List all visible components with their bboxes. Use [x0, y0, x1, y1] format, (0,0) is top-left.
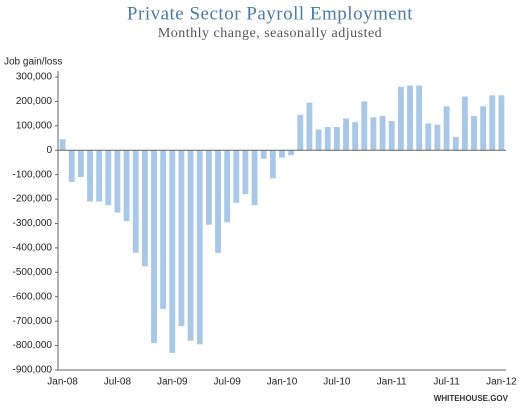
- x-tick-label: Jul-10: [323, 377, 351, 388]
- bar: [315, 129, 322, 151]
- bar: [425, 123, 432, 151]
- bar: [397, 86, 404, 151]
- bar: [269, 150, 276, 179]
- bar: [251, 150, 258, 206]
- y-axis-label: Job gain/loss: [4, 57, 62, 68]
- bar: [233, 150, 240, 203]
- x-tick-label: Jan-09: [157, 377, 188, 388]
- y-tick-label: -600,000: [13, 291, 53, 302]
- bar: [324, 127, 331, 151]
- bar: [169, 150, 176, 353]
- bar: [489, 95, 496, 151]
- chart-title: Private Sector Payroll Employment: [127, 3, 413, 24]
- bar: [59, 139, 66, 151]
- chart-subtitle: Monthly change, seasonally adjusted: [158, 26, 382, 41]
- bar: [178, 150, 185, 327]
- y-tick-label: -800,000: [13, 340, 53, 351]
- bar: [141, 150, 148, 267]
- bar: [379, 116, 386, 151]
- x-tick-label: Jul-09: [214, 377, 242, 388]
- bar: [105, 150, 112, 206]
- x-tick-label: Jan-11: [377, 377, 407, 388]
- bar: [370, 117, 377, 151]
- bar: [388, 120, 395, 151]
- bar: [123, 150, 130, 222]
- bar: [279, 150, 285, 158]
- bar: [443, 106, 450, 151]
- bar: [333, 127, 340, 151]
- bar: [132, 150, 139, 253]
- bar: [205, 150, 212, 225]
- bar: [160, 150, 167, 309]
- x-tick-label: Jul-11: [433, 377, 460, 388]
- bar: [461, 96, 468, 151]
- bar: [96, 150, 103, 202]
- y-tick-label: -700,000: [13, 316, 53, 327]
- y-tick-label: -400,000: [13, 243, 53, 254]
- bar: [498, 95, 505, 151]
- source: WHITEHOUSE.GOV: [434, 394, 509, 403]
- bar: [434, 124, 441, 151]
- y-tick-label: 0: [46, 145, 52, 156]
- y-tick-label: 200,000: [16, 96, 53, 107]
- bar: [77, 150, 84, 178]
- bar: [416, 85, 423, 151]
- bar: [242, 150, 249, 195]
- y-tick-label: -300,000: [13, 218, 53, 229]
- bar: [114, 150, 121, 213]
- bar: [343, 118, 349, 151]
- x-tick-label: Jan-08: [47, 377, 78, 388]
- bar: [471, 116, 477, 151]
- y-tick-label: 100,000: [16, 120, 53, 131]
- bar: [196, 150, 203, 345]
- x-tick-label: Jan-10: [267, 377, 298, 388]
- bar: [306, 102, 313, 151]
- bar: [260, 150, 267, 159]
- bar: [151, 150, 157, 344]
- bar: [297, 114, 304, 151]
- y-tick-label: -100,000: [13, 169, 53, 180]
- bar: [288, 150, 295, 156]
- bar: [215, 150, 221, 253]
- bar: [361, 101, 368, 151]
- y-tick-label: -900,000: [13, 365, 53, 376]
- bar: [68, 150, 75, 182]
- bar: [480, 106, 487, 151]
- x-tick-label: Jan-12: [486, 377, 517, 388]
- x-tick-label: Jul-08: [104, 377, 132, 388]
- y-tick-label: 300,000: [16, 72, 53, 83]
- bar: [224, 150, 231, 223]
- bar: [352, 122, 359, 151]
- y-tick-label: -500,000: [13, 267, 53, 278]
- bar: [452, 136, 459, 151]
- bar: [87, 150, 93, 202]
- bar: [187, 150, 194, 341]
- bar: [407, 85, 413, 151]
- y-tick-label: -200,000: [13, 194, 53, 205]
